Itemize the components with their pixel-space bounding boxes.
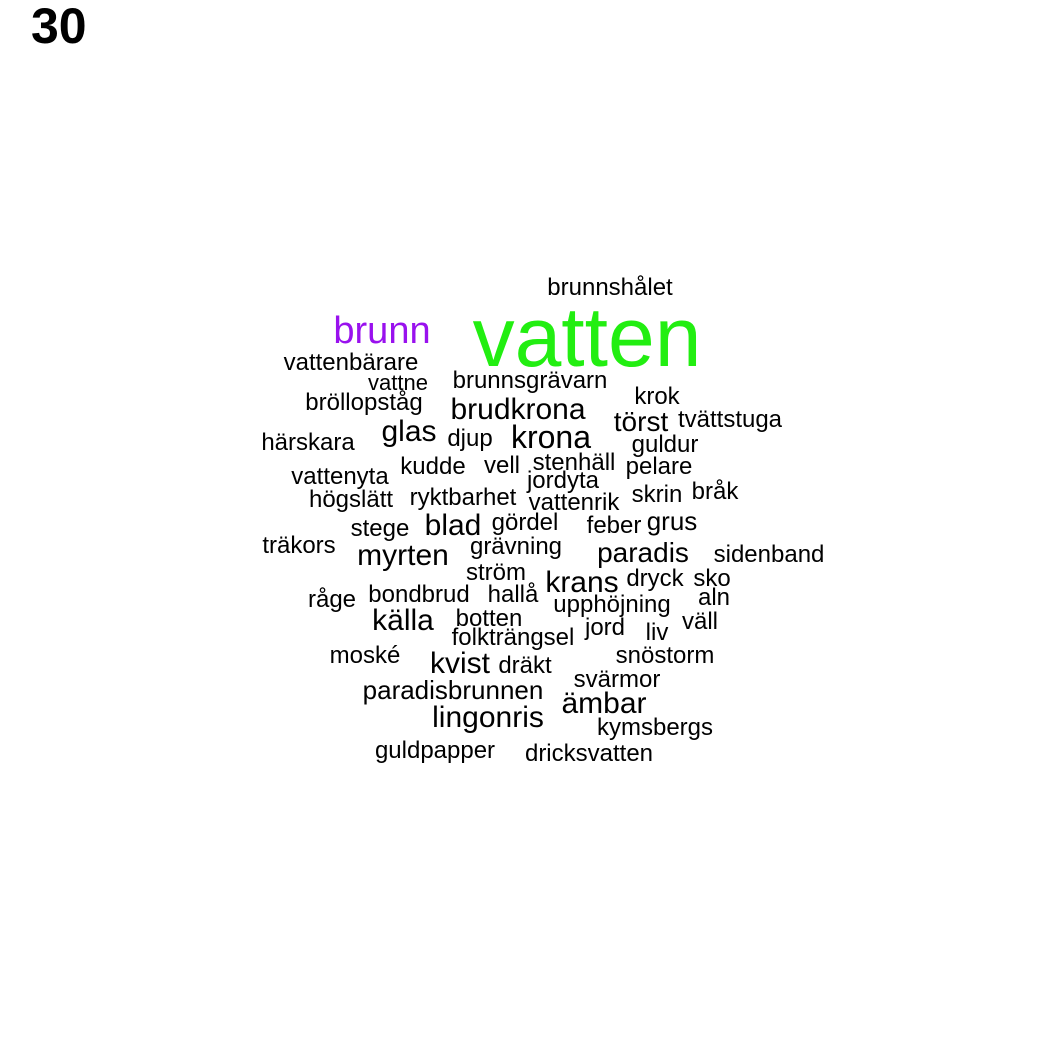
word-22: skrin	[631, 481, 683, 508]
word-61: guldpapper	[374, 737, 496, 764]
word-2: brunnshålet	[547, 274, 673, 301]
word-49: väll	[681, 608, 719, 635]
word-43: hallå	[487, 581, 539, 608]
word-19: pelare	[625, 453, 693, 480]
word-27: stege	[350, 515, 410, 542]
word-39: dryck	[626, 565, 684, 592]
word-25: ryktbarhet	[409, 484, 517, 511]
word-11: härskara	[261, 429, 355, 456]
word-62: dricksvatten	[524, 740, 654, 767]
word-56: svärmor	[573, 666, 661, 693]
word-52: moské	[329, 642, 401, 669]
word-28: blad	[424, 509, 482, 542]
word-45: aln	[697, 584, 731, 611]
word-42: bondbrud	[368, 581, 470, 608]
word-20: vattenyta	[291, 463, 389, 490]
word-59: lingonris	[432, 701, 544, 734]
word-37: ström	[466, 559, 526, 586]
word-34: grävning	[469, 533, 563, 560]
word-33: myrten	[357, 539, 449, 572]
word-26: vattenrik	[528, 489, 620, 516]
word-41: råge	[307, 586, 357, 613]
page-number: 30	[31, 0, 87, 54]
word-3: vattenbärare	[283, 349, 419, 376]
word-6: krok	[634, 383, 680, 410]
word-57: paradisbrunnen	[362, 675, 544, 705]
word-24: högslätt	[308, 486, 394, 513]
word-13: djup	[447, 425, 493, 452]
word-48: jord	[584, 614, 626, 641]
word-10: tvättstuga	[677, 406, 783, 433]
word-32: träkors	[262, 532, 336, 559]
word-40: sko	[693, 565, 731, 592]
word-4: vattne	[368, 370, 428, 395]
word-17: vell	[483, 452, 521, 479]
word-1: brunn	[333, 310, 431, 352]
word-14: krona	[510, 419, 592, 455]
word-16: kudde	[400, 453, 466, 480]
word-5: brunnsgrävarn	[452, 367, 608, 394]
word-51: liv	[645, 619, 669, 646]
word-46: källa	[372, 604, 434, 637]
word-23: bråk	[691, 478, 739, 505]
word-36: sidenband	[713, 541, 825, 568]
word-7: bröllopståg	[305, 389, 423, 416]
word-54: dräkt	[498, 652, 552, 679]
word-53: kvist	[430, 647, 490, 680]
word-9: törst	[613, 406, 669, 437]
word-38: krans	[545, 566, 619, 599]
word-0: vatten	[472, 290, 702, 384]
word-18: stenhäll	[532, 449, 616, 476]
word-44: upphöjning	[553, 591, 671, 618]
word-58: ämbar	[561, 687, 647, 720]
word-35: paradis	[597, 537, 689, 568]
word-60: kymsbergs	[596, 714, 714, 741]
word-21: jordyta	[526, 467, 600, 494]
word-30: feber	[586, 512, 642, 539]
word-50: folkträngsel	[451, 624, 575, 651]
word-47: botten	[455, 605, 523, 632]
word-8: brudkrona	[450, 393, 586, 426]
word-29: gördel	[491, 509, 559, 536]
word-31: grus	[646, 506, 698, 536]
word-55: snöstorm	[615, 642, 715, 669]
word-12: glas	[381, 415, 437, 448]
word-15: guldur	[631, 431, 699, 458]
